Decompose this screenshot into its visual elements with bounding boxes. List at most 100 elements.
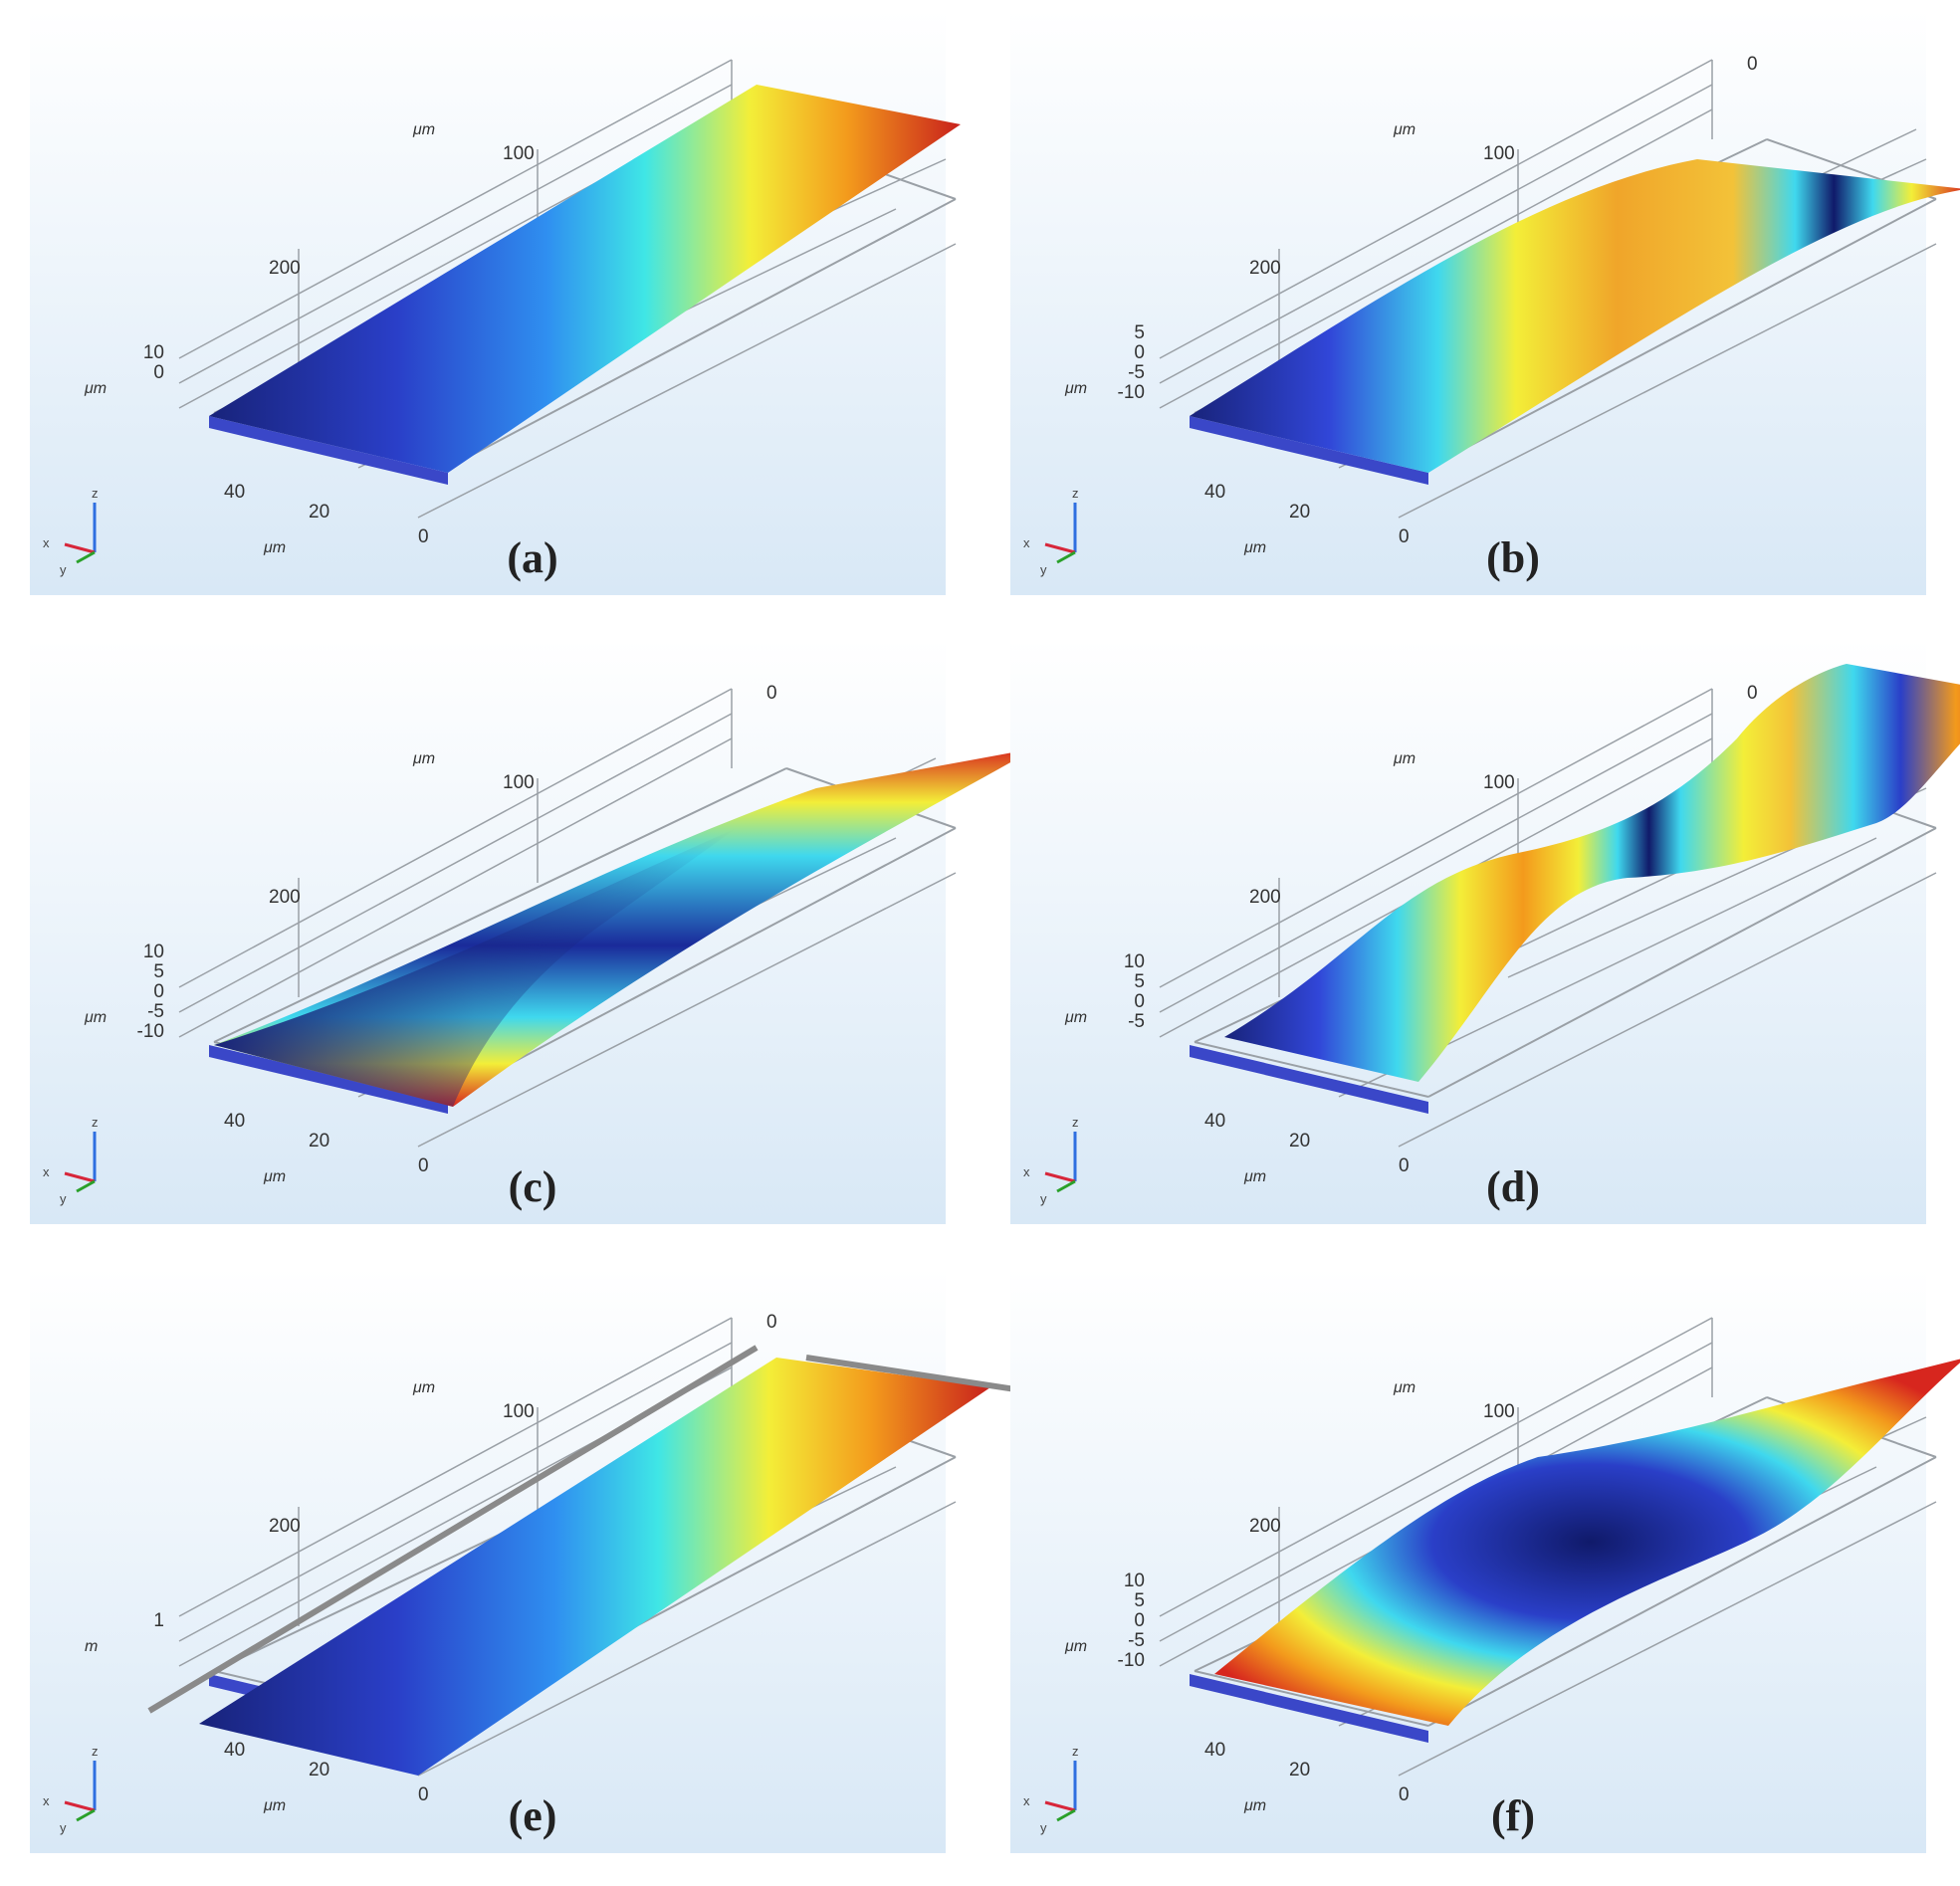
beam-twist-2 bbox=[1190, 1359, 1960, 1743]
width-tick: 0 bbox=[1399, 1155, 1410, 1176]
length-unit: μm bbox=[1393, 121, 1416, 138]
y-axis bbox=[1056, 1808, 1076, 1822]
length-tick-top: 0 bbox=[766, 683, 777, 704]
y-axis bbox=[76, 550, 96, 564]
width-tick: 40 bbox=[1204, 1740, 1225, 1761]
lateral-rail bbox=[805, 1355, 1036, 1395]
coordinate-triad: z xy bbox=[43, 486, 99, 577]
height-tick: -10 bbox=[137, 1021, 164, 1042]
height-tick: 5 bbox=[1134, 971, 1145, 992]
width-tick: 20 bbox=[1289, 502, 1310, 523]
panel-label-f: (f) bbox=[1491, 1791, 1535, 1840]
height-tick: 1 bbox=[153, 1610, 164, 1631]
length-tick-top: 0 bbox=[1747, 54, 1758, 75]
beam-base-edge bbox=[209, 416, 448, 485]
width-unit: μm bbox=[263, 1168, 286, 1185]
y-letter: y bbox=[1040, 1820, 1047, 1835]
height-tick: 0 bbox=[1134, 342, 1145, 363]
beam-surface bbox=[209, 85, 961, 473]
length-unit: μm bbox=[1393, 1379, 1416, 1396]
width-unit: μm bbox=[1243, 1168, 1266, 1185]
width-unit: μm bbox=[1243, 539, 1266, 556]
width-tick: 0 bbox=[1399, 526, 1410, 547]
panel-label-b: (b) bbox=[1486, 533, 1540, 582]
width-tick: 20 bbox=[1289, 1760, 1310, 1781]
y-axis bbox=[76, 1808, 96, 1822]
coordinate-triad: z xy bbox=[1023, 1744, 1079, 1835]
beam-third bbox=[1190, 664, 1960, 1114]
beam-first bbox=[209, 85, 961, 485]
height-tick: 0 bbox=[153, 981, 164, 1002]
height-unit: m bbox=[85, 1638, 98, 1655]
beam-lateral bbox=[147, 1345, 1036, 1776]
x-axis bbox=[1044, 542, 1076, 554]
panel-label-c: (c) bbox=[509, 1162, 557, 1211]
height-tick: -10 bbox=[1118, 382, 1145, 403]
y-letter: y bbox=[1040, 562, 1047, 577]
height-unit: μm bbox=[1064, 1009, 1087, 1026]
lateral-rail bbox=[147, 1345, 759, 1714]
width-unit: μm bbox=[263, 1797, 286, 1814]
height-tick: 0 bbox=[1134, 1610, 1145, 1631]
length-tick-top: 0 bbox=[1747, 683, 1758, 704]
z-letter: z bbox=[92, 1744, 99, 1759]
length-tick: 200 bbox=[1249, 258, 1281, 279]
coordinate-triad: z xy bbox=[1023, 486, 1079, 577]
height-tick: -10 bbox=[1118, 1650, 1145, 1671]
beam-shade bbox=[214, 828, 737, 1107]
width-tick: 20 bbox=[1289, 1131, 1310, 1152]
beam-surface bbox=[1224, 664, 1960, 1082]
z-letter: z bbox=[92, 1115, 99, 1130]
y-letter: y bbox=[60, 1191, 67, 1206]
panel-label-e: (e) bbox=[509, 1791, 557, 1840]
z-letter: z bbox=[1072, 486, 1079, 501]
panel-label-a: (a) bbox=[507, 533, 557, 582]
height-tick: -5 bbox=[1128, 1011, 1145, 1032]
height-tick: 0 bbox=[153, 362, 164, 383]
width-tick: 0 bbox=[418, 526, 429, 547]
x-letter: x bbox=[1023, 535, 1030, 550]
width-tick: 20 bbox=[309, 1760, 329, 1781]
width-tick: 20 bbox=[309, 502, 329, 523]
beam-base-edge bbox=[209, 1045, 448, 1114]
height-tick: 10 bbox=[143, 342, 164, 363]
height-tick: 10 bbox=[143, 942, 164, 962]
x-axis bbox=[1044, 1800, 1076, 1812]
length-tick-top: 0 bbox=[766, 1312, 777, 1333]
length-tick: 100 bbox=[1483, 772, 1515, 793]
height-unit: μm bbox=[84, 380, 107, 397]
width-tick: 40 bbox=[224, 1740, 245, 1761]
length-tick: 100 bbox=[503, 772, 535, 793]
width-tick: 0 bbox=[418, 1784, 429, 1805]
y-letter: y bbox=[60, 1820, 67, 1835]
length-unit: μm bbox=[1393, 750, 1416, 767]
x-axis bbox=[1044, 1171, 1076, 1183]
x-letter: x bbox=[1023, 1164, 1030, 1179]
length-tick: 200 bbox=[1249, 1516, 1281, 1537]
beam-twist bbox=[209, 748, 1035, 1114]
height-tick: 10 bbox=[1124, 951, 1145, 972]
length-unit: μm bbox=[412, 1379, 435, 1396]
height-tick: 5 bbox=[153, 961, 164, 982]
y-axis bbox=[1056, 550, 1076, 564]
length-tick: 100 bbox=[1483, 1401, 1515, 1422]
length-tick: 200 bbox=[269, 1516, 301, 1537]
height-tick: 10 bbox=[1124, 1571, 1145, 1591]
x-axis bbox=[64, 542, 96, 554]
height-unit: μm bbox=[1064, 380, 1087, 397]
x-letter: x bbox=[1023, 1793, 1030, 1808]
height-unit: μm bbox=[84, 1009, 107, 1026]
y-letter: y bbox=[60, 562, 67, 577]
width-tick: 0 bbox=[418, 1155, 429, 1176]
beam-base-edge bbox=[1190, 1674, 1428, 1743]
length-tick: 100 bbox=[503, 143, 535, 164]
z-letter: z bbox=[1072, 1115, 1079, 1130]
beam-surface bbox=[199, 1358, 990, 1776]
width-tick: 40 bbox=[1204, 1111, 1225, 1132]
width-unit: μm bbox=[263, 539, 286, 556]
height-tick: -5 bbox=[1128, 1630, 1145, 1651]
x-letter: x bbox=[43, 535, 50, 550]
